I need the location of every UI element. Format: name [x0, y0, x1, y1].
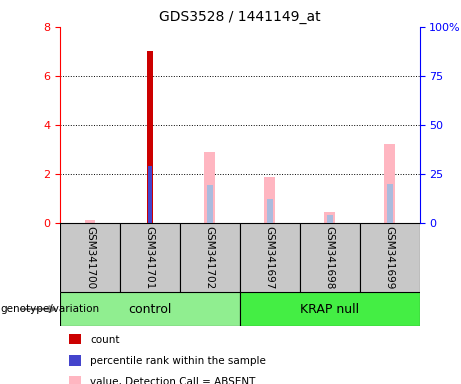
Bar	[300, 223, 360, 292]
Bar	[207, 185, 213, 223]
Title: GDS3528 / 1441149_at: GDS3528 / 1441149_at	[159, 10, 320, 25]
Text: GSM341702: GSM341702	[205, 226, 215, 290]
Text: control: control	[128, 303, 171, 316]
Bar	[120, 223, 180, 292]
Text: percentile rank within the sample: percentile rank within the sample	[90, 356, 266, 366]
Bar	[264, 177, 275, 223]
Text: GSM341701: GSM341701	[145, 226, 155, 290]
Text: value, Detection Call = ABSENT: value, Detection Call = ABSENT	[90, 377, 255, 384]
Text: count: count	[90, 335, 119, 345]
Bar	[240, 223, 300, 292]
Bar	[324, 212, 335, 223]
Bar	[60, 292, 240, 326]
Bar	[84, 220, 95, 223]
Bar	[266, 199, 272, 223]
Text: GSM341699: GSM341699	[384, 226, 395, 290]
Bar	[386, 184, 392, 223]
Bar	[204, 152, 215, 223]
Bar	[384, 144, 395, 223]
Text: genotype/variation: genotype/variation	[0, 304, 99, 314]
Text: GSM341697: GSM341697	[265, 226, 275, 290]
Bar	[180, 223, 240, 292]
Text: GSM341700: GSM341700	[85, 226, 95, 289]
Bar	[326, 215, 332, 223]
Bar	[360, 223, 420, 292]
Text: GSM341698: GSM341698	[325, 226, 335, 290]
Bar	[240, 292, 420, 326]
Text: KRAP null: KRAP null	[300, 303, 359, 316]
Bar	[147, 51, 153, 223]
Bar	[148, 166, 152, 223]
Bar	[60, 223, 120, 292]
